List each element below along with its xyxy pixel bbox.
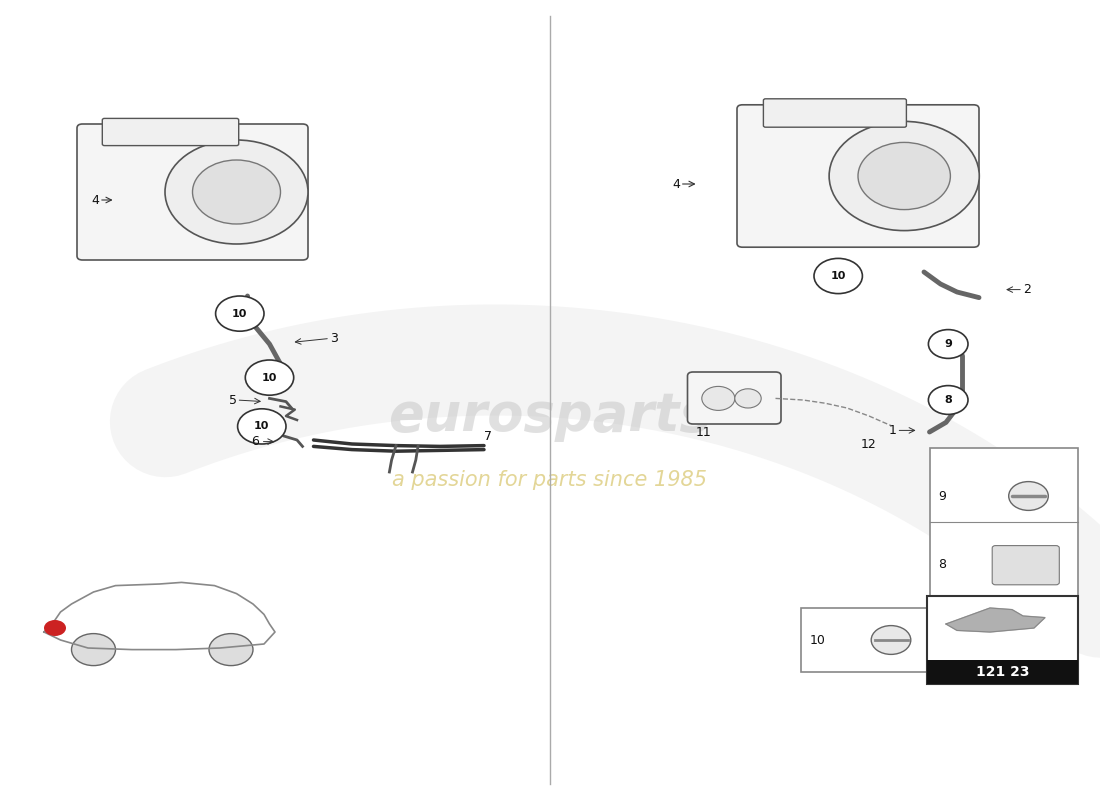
Circle shape	[238, 409, 286, 444]
Text: 10: 10	[810, 634, 825, 646]
FancyBboxPatch shape	[992, 546, 1059, 585]
Circle shape	[814, 258, 862, 294]
Text: eurosparts: eurosparts	[388, 390, 712, 442]
Text: 8: 8	[944, 395, 953, 405]
Circle shape	[216, 296, 264, 331]
Text: 10: 10	[254, 422, 270, 431]
Text: 10: 10	[232, 309, 248, 318]
Circle shape	[858, 142, 950, 210]
Text: 7: 7	[484, 430, 492, 442]
Text: 1: 1	[889, 424, 896, 437]
Circle shape	[1009, 482, 1048, 510]
Circle shape	[44, 620, 66, 636]
Text: 9: 9	[938, 490, 946, 502]
Text: 4: 4	[91, 194, 99, 206]
FancyBboxPatch shape	[801, 608, 927, 672]
Circle shape	[829, 122, 979, 230]
Text: 11: 11	[696, 426, 712, 439]
FancyBboxPatch shape	[927, 660, 1078, 684]
FancyBboxPatch shape	[763, 99, 906, 127]
Text: 121 23: 121 23	[977, 665, 1030, 679]
Text: 4: 4	[672, 178, 680, 190]
Text: a passion for parts since 1985: a passion for parts since 1985	[393, 470, 707, 490]
Text: 10: 10	[262, 373, 277, 382]
FancyBboxPatch shape	[930, 448, 1078, 596]
Circle shape	[245, 360, 294, 395]
Circle shape	[702, 386, 735, 410]
Text: 3: 3	[330, 332, 338, 345]
Polygon shape	[946, 608, 1045, 632]
Circle shape	[735, 389, 761, 408]
FancyBboxPatch shape	[77, 124, 308, 260]
Text: 10: 10	[830, 271, 846, 281]
Text: 6: 6	[251, 435, 258, 448]
Text: 9: 9	[944, 339, 953, 349]
Text: 2: 2	[1023, 283, 1031, 296]
FancyBboxPatch shape	[737, 105, 979, 247]
Circle shape	[72, 634, 116, 666]
Circle shape	[209, 634, 253, 666]
Circle shape	[192, 160, 280, 224]
Circle shape	[165, 140, 308, 244]
Text: 12: 12	[861, 438, 877, 450]
FancyBboxPatch shape	[688, 372, 781, 424]
FancyBboxPatch shape	[927, 596, 1078, 684]
Circle shape	[928, 330, 968, 358]
Text: 8: 8	[938, 558, 946, 570]
Text: 5: 5	[229, 394, 236, 406]
Circle shape	[871, 626, 911, 654]
Circle shape	[928, 386, 968, 414]
FancyBboxPatch shape	[102, 118, 239, 146]
